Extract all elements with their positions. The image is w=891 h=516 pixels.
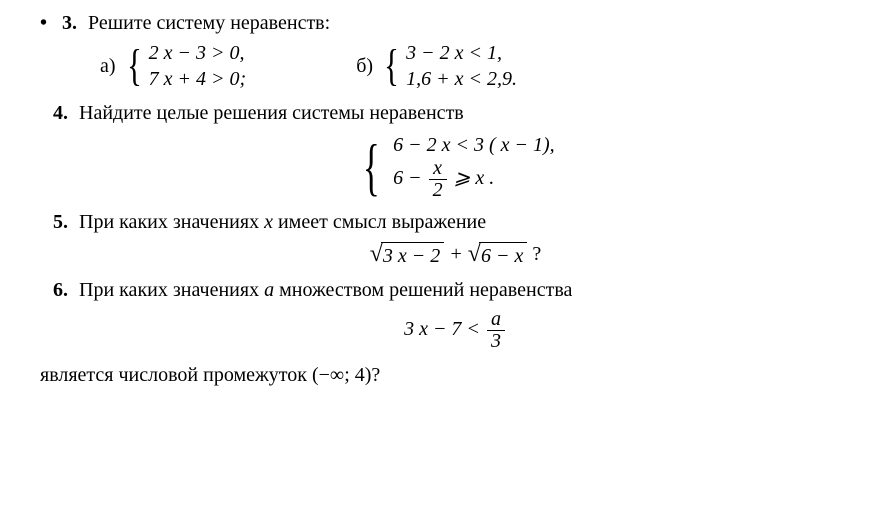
plus: +: [444, 243, 468, 265]
fraction: x2: [429, 158, 447, 201]
problem-6: 6. При каких значениях a множеством реше…: [40, 277, 871, 388]
problem-4-title: Найдите целые решения системы неравенств: [79, 102, 464, 124]
problem-4-system: { 6 − 2 x < 3 ( x − 1), 6 − x2 ⩾ x .: [40, 132, 871, 201]
problem-3a-system: { 2 x − 3 > 0, 7 x + 4 > 0;: [124, 40, 247, 92]
problem-3: •3. Решите систему неравенств: a) { 2 x …: [40, 10, 871, 92]
problem-3b-label: б): [356, 53, 373, 79]
problem-5: 5. При каких значениях x имеет смысл выр…: [40, 209, 871, 269]
p6-lhs: 3 x − 7 <: [404, 318, 485, 340]
problem-5-header: 5. При каких значениях x имеет смысл выр…: [40, 209, 871, 235]
problem-4-number: 4.: [40, 100, 68, 126]
problem-3b-system: { 3 − 2 x < 1, 1,6 + x < 2,9.: [381, 40, 517, 92]
problem-4: 4. Найдите целые решения системы неравен…: [40, 100, 871, 201]
problem-5-number: 5.: [40, 209, 68, 235]
problem-6-title-prefix: При каких значениях: [79, 279, 264, 301]
p6-expression: 3 x − 7 < a3: [404, 309, 507, 352]
frac-num: x: [429, 158, 447, 180]
problem-5-title-prefix: При каких значениях: [79, 211, 264, 233]
problem-3a-label: a): [100, 53, 116, 79]
bullet-icon: •: [40, 12, 47, 34]
problem-3-header: •3. Решите систему неравенств:: [40, 10, 871, 36]
problem-4-header: 4. Найдите целые решения системы неравен…: [40, 100, 871, 126]
frac-num: a: [487, 309, 505, 331]
problem-3b-line2: 1,6 + x < 2,9.: [406, 66, 517, 92]
problem-3b-lines: 3 − 2 x < 1, 1,6 + x < 2,9.: [406, 40, 517, 92]
page-root: •3. Решите систему неравенств: a) { 2 x …: [0, 0, 891, 406]
problem-5-expr: √3 x − 2 + √6 − x ?: [40, 241, 871, 269]
problem-3b-line1: 3 − 2 x < 1,: [406, 40, 517, 66]
problem-3a-lines: 2 x − 3 > 0, 7 x + 4 > 0;: [149, 40, 247, 92]
problem-3a: a) { 2 x − 3 > 0, 7 x + 4 > 0;: [100, 40, 246, 92]
sqrt-1: √3 x − 2: [370, 242, 445, 269]
problem-4-brace: { 6 − 2 x < 3 ( x − 1), 6 − x2 ⩾ x .: [356, 132, 554, 201]
problem-6-number: 6.: [40, 277, 68, 303]
question-mark: ?: [527, 243, 541, 265]
frac-den: 2: [429, 180, 447, 201]
p4-l2-suffix: ⩾ x .: [449, 167, 495, 189]
fraction: a3: [487, 309, 505, 352]
problem-6-title-suffix: множеством решений неравенства: [274, 279, 572, 301]
brace-icon: {: [127, 44, 142, 88]
p4-l2-prefix: 6 −: [393, 167, 427, 189]
problem-3a-line1: 2 x − 3 > 0,: [149, 40, 247, 66]
radicand-2: 6 − x: [479, 242, 527, 269]
problem-5-var: x: [264, 211, 273, 233]
problem-3b: б) { 3 − 2 x < 1, 1,6 + x < 2,9.: [356, 40, 517, 92]
problem-6-var: a: [264, 279, 274, 301]
problem-3-subs: a) { 2 x − 3 > 0, 7 x + 4 > 0; б) { 3 − …: [100, 40, 871, 92]
problem-5-title-suffix: имеет смысл выражение: [273, 211, 486, 233]
problem-3-number: 3.: [49, 10, 77, 36]
problem-6-expr: 3 x − 7 < a3: [40, 309, 871, 352]
frac-den: 3: [487, 331, 505, 352]
problem-3-title: Решите систему неравенств:: [88, 12, 330, 34]
sqrt-2: √6 − x: [468, 242, 528, 269]
problem-4-lines: 6 − 2 x < 3 ( x − 1), 6 − x2 ⩾ x .: [393, 132, 555, 201]
problem-6-header: 6. При каких значениях a множеством реше…: [40, 277, 871, 303]
brace-icon: {: [384, 44, 399, 88]
problem-6-footer-text: является числовой промежуток (−∞; 4)?: [40, 364, 380, 386]
p5-expression: √3 x − 2 + √6 − x ?: [370, 241, 541, 269]
problem-4-line2: 6 − x2 ⩾ x .: [393, 158, 555, 201]
radicand-1: 3 x − 2: [381, 242, 444, 269]
problem-4-line1: 6 − 2 x < 3 ( x − 1),: [393, 132, 555, 158]
brace-icon: {: [363, 135, 380, 199]
problem-3a-line2: 7 x + 4 > 0;: [149, 66, 247, 92]
problem-6-footer: является числовой промежуток (−∞; 4)?: [40, 362, 871, 388]
